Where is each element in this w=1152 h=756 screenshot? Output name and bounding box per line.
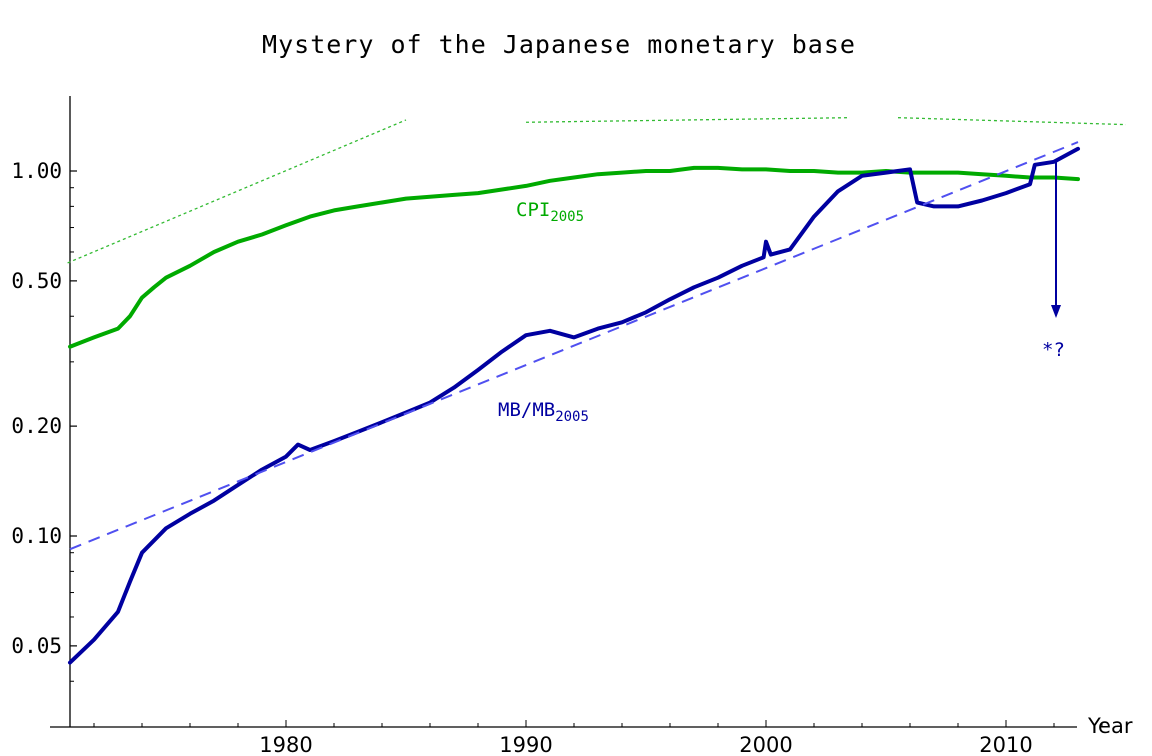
mb-line	[68, 146, 1080, 665]
y-tick-label: 0.05	[11, 634, 62, 658]
mystery-annotation: *?	[1042, 339, 1065, 361]
x-axis-title: Year	[1087, 714, 1133, 738]
y-tick-label: 0.50	[11, 269, 62, 293]
drop-arrow-head-icon	[1051, 305, 1061, 318]
y-tick-label: 1.00	[11, 159, 62, 183]
reference-dotted-line	[67, 119, 407, 264]
annotations: CPI2005 MB/MB2005 *?	[498, 160, 1065, 425]
cpi-line	[68, 165, 1080, 349]
reference-dotted-line	[525, 117, 851, 123]
plot-area	[67, 117, 1127, 665]
y-tick-label: 0.20	[11, 414, 62, 438]
axes: 0.05 0.10 0.20 0.50 1.00 1980 1990 2000 2010 Year	[11, 96, 1133, 756]
x-tick-label: 1980	[259, 733, 312, 756]
chart-title: Mystery of the Japanese monetary base	[262, 30, 856, 59]
mb-series-label: MB/MB2005	[498, 399, 589, 425]
x-tick-label: 2010	[979, 733, 1032, 756]
x-tick-label: 1990	[499, 733, 552, 756]
mb-trend-line	[69, 141, 1079, 551]
reference-dotted-line	[897, 117, 1127, 126]
x-tick-label: 2000	[739, 733, 792, 756]
y-tick-label: 0.10	[11, 524, 62, 548]
cpi-series-label: CPI2005	[516, 199, 584, 225]
